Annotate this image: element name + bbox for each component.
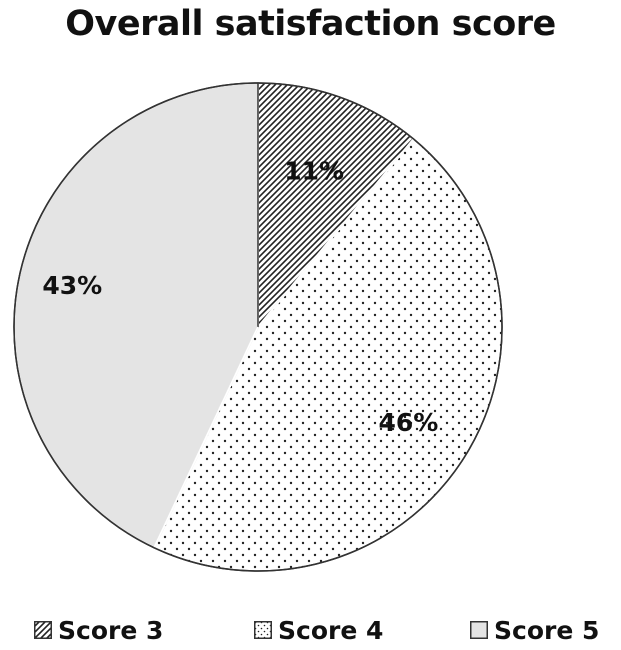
pie-slices: [13, 82, 503, 572]
pie-labels: 11% 46% 43%: [42, 156, 438, 437]
data-label-score-5: 43%: [42, 271, 102, 300]
legend-label: Score 5: [494, 615, 600, 645]
legend-swatch: [254, 621, 272, 639]
legend-item-score-4: Score 4: [254, 612, 383, 648]
legend-swatch: [470, 621, 488, 639]
pie-slice-separator: [153, 326, 259, 549]
legend-item-score-5: Score 5: [470, 612, 599, 648]
pie-outline: [13, 82, 503, 572]
data-label-score-4: 46%: [378, 408, 438, 437]
chart-title: Overall satisfaction score: [65, 4, 556, 44]
pie-chart: 11% 46% 43%: [13, 82, 503, 572]
pie-slice-separator: [257, 138, 415, 328]
legend: Score 3 Score 4 Score 5: [0, 612, 621, 648]
legend-label: Score 4: [278, 615, 384, 645]
legend-item-score-3: Score 3: [34, 612, 163, 648]
legend-swatch: [34, 621, 52, 639]
data-label-score-3: 11%: [284, 156, 344, 185]
legend-label: Score 3: [58, 615, 164, 645]
